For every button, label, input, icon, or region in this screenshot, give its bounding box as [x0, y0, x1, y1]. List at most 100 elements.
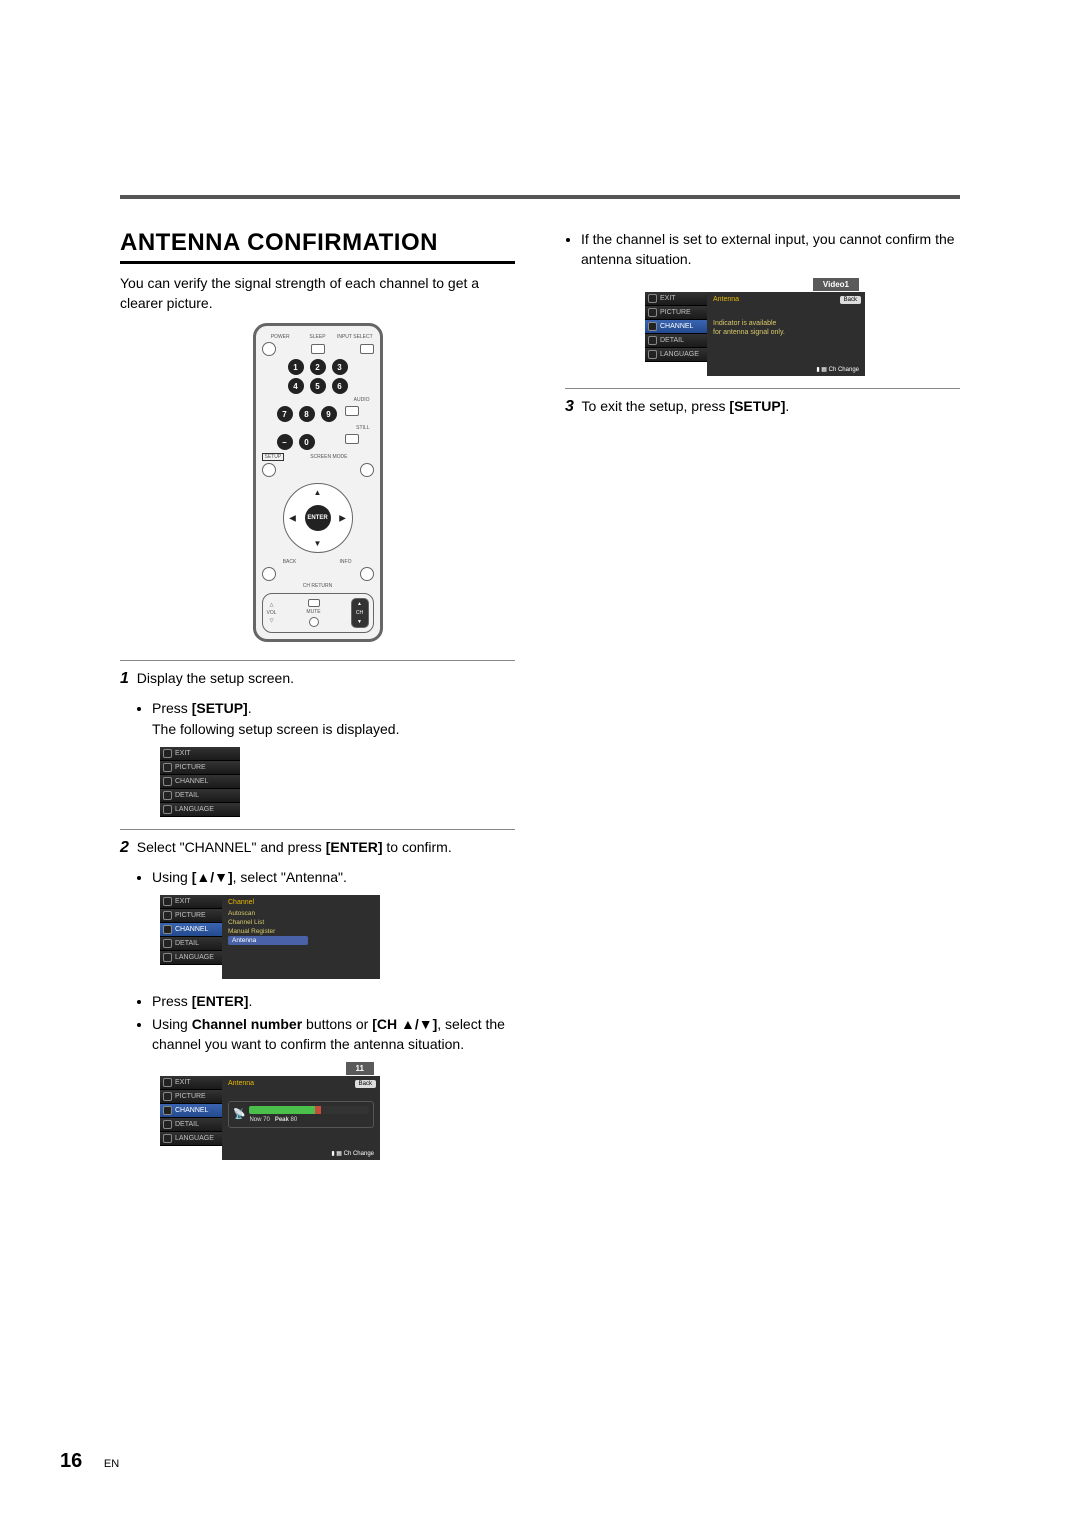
video1-screenshot: Video1 EXIT PICTURE CHANNEL DETAIL LANGU…	[645, 292, 865, 376]
back-button: Back	[355, 1080, 376, 1088]
step-1-text: Display the setup screen.	[137, 670, 294, 686]
exit-icon	[163, 1078, 172, 1087]
sleep-label: SLEEP	[299, 334, 336, 340]
info-label: INFO	[318, 559, 374, 565]
arrow-right-icon: ▶	[339, 514, 345, 523]
back-button	[262, 567, 276, 581]
num-8: 8	[299, 406, 315, 422]
exit-icon	[648, 294, 657, 303]
language-icon	[163, 1134, 172, 1143]
top-divider	[120, 195, 960, 199]
page-footer: 16 EN	[60, 1450, 119, 1473]
vol-down-icon: ▽	[270, 618, 274, 624]
dpad: ▲ ▼ ◀ ▶ ENTER	[283, 483, 353, 553]
video-chip: Video1	[813, 278, 859, 291]
detail-icon	[163, 939, 172, 948]
menu-exit: EXIT	[160, 1076, 222, 1090]
menu-detail: DETAIL	[160, 937, 222, 951]
ch-up-icon: ▲	[357, 601, 362, 607]
mute-label: MUTE	[306, 609, 320, 615]
menu-detail: DETAIL	[160, 789, 240, 803]
peak-value: 80	[291, 1117, 298, 1123]
power-button	[262, 342, 276, 356]
menu-detail: DETAIL	[645, 334, 707, 348]
antenna-signal-screenshot: 11 EXIT PICTURE CHANNEL DETAIL LANGUAGE …	[160, 1076, 380, 1160]
step-3: 3 To exit the setup, press [SETUP].	[565, 395, 960, 418]
channel-chip: 11	[346, 1062, 374, 1075]
detail-icon	[648, 336, 657, 345]
picture-icon	[163, 911, 172, 920]
channel-icon	[648, 322, 657, 331]
num-9: 9	[321, 406, 337, 422]
menu-detail: DETAIL	[160, 1118, 222, 1132]
step-1: 1 Display the setup screen.	[120, 667, 515, 690]
ch-label: CH	[356, 610, 363, 616]
info-button	[360, 567, 374, 581]
picture-icon	[163, 1092, 172, 1101]
ch-change-hint: ▮ ▦ Ch Change	[816, 366, 859, 373]
menu-picture: PICTURE	[160, 909, 222, 923]
msg-line2: for antenna signal only.	[713, 328, 859, 337]
mute-button	[309, 617, 319, 627]
msg-line1: Indicator is available	[713, 319, 859, 328]
menu-exit: EXIT	[645, 292, 707, 306]
language-icon	[163, 953, 172, 962]
setup-button	[262, 463, 276, 477]
screen-mode-button	[360, 463, 374, 477]
power-label: POWER	[262, 334, 299, 340]
menu-language: LANGUAGE	[160, 803, 240, 817]
channel-menu-screenshot: EXIT PICTURE CHANNEL DETAIL LANGUAGE Cha…	[160, 895, 380, 979]
now-label: Now	[249, 1117, 261, 1123]
external-input-note: If the channel is set to external input,…	[581, 229, 960, 270]
arrow-up-icon: ▲	[314, 488, 322, 497]
back-label: BACK	[262, 559, 318, 565]
menu-language: LANGUAGE	[160, 951, 222, 965]
channel-panel-header: Channel	[228, 899, 374, 906]
input-select-button	[360, 344, 374, 354]
ch-rocker: ▲ CH ▼	[351, 598, 369, 628]
num-1: 1	[288, 359, 304, 375]
menu-language: LANGUAGE	[645, 348, 707, 362]
menu-picture: PICTURE	[160, 1090, 222, 1104]
num-5: 5	[310, 378, 326, 394]
antenna-panel-header: Antenna	[713, 296, 859, 303]
detail-icon	[163, 791, 172, 800]
menu-exit: EXIT	[160, 895, 222, 909]
menu-channel: CHANNEL	[160, 775, 240, 789]
peak-label: Peak	[275, 1117, 289, 1123]
still-button	[345, 434, 359, 444]
num-4: 4	[288, 378, 304, 394]
opt-autoscan: Autoscan	[228, 909, 374, 918]
antenna-icon: 📡	[233, 1109, 245, 1120]
ch-return-label: CH RETURN	[262, 583, 374, 589]
language-icon	[648, 350, 657, 359]
step-2: 2 Select "CHANNEL" and press [ENTER] to …	[120, 836, 515, 859]
num-dash: –	[277, 434, 293, 450]
ch-change-hint: ▮ ▦ Ch Change	[331, 1150, 374, 1157]
page-number: 16	[60, 1450, 82, 1472]
step-2-bullet-3: Using Channel number buttons or [CH ▲/▼]…	[152, 1014, 515, 1055]
step-2-bullet-1: Using [▲/▼], select "Antenna".	[152, 867, 515, 887]
picture-icon	[648, 308, 657, 317]
menu-channel-selected: CHANNEL	[160, 923, 222, 937]
still-label: STILL	[356, 425, 373, 431]
section-title: ANTENNA CONFIRMATION	[120, 229, 515, 264]
arrow-left-icon: ◀	[290, 514, 296, 523]
menu-exit: EXIT	[160, 747, 240, 761]
sleep-button	[311, 344, 325, 354]
menu-picture: PICTURE	[160, 761, 240, 775]
opt-antenna-selected: Antenna	[228, 936, 308, 945]
language-icon	[163, 805, 172, 814]
step-1-bullet: Press [SETUP]. The following setup scree…	[152, 698, 515, 739]
signal-bars	[249, 1106, 369, 1114]
menu-language: LANGUAGE	[160, 1132, 222, 1146]
picture-icon	[163, 763, 172, 772]
channel-icon	[163, 777, 172, 786]
channel-icon	[163, 925, 172, 934]
antenna-panel-header: Antenna	[228, 1080, 374, 1087]
num-3: 3	[332, 359, 348, 375]
opt-channel-list: Channel List	[228, 918, 374, 927]
vol-up-icon: △	[270, 602, 274, 608]
setup-menu-screenshot: EXIT PICTURE CHANNEL DETAIL LANGUAGE	[160, 747, 240, 817]
channel-icon	[163, 1106, 172, 1115]
